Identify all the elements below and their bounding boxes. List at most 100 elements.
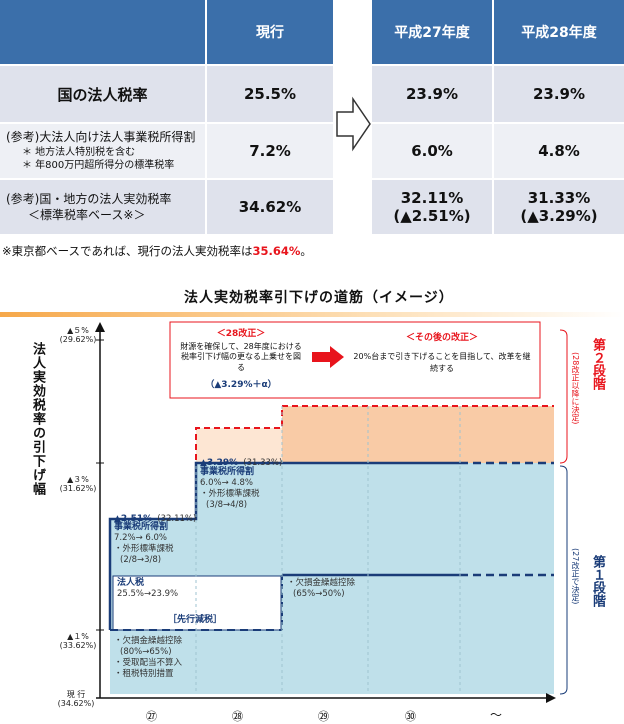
stage1-area — [110, 463, 554, 694]
row-business-tax-current: 7.2% — [207, 124, 335, 180]
row-business-tax-label: (参考)大法人向け法人事業税所得割 — [6, 130, 196, 145]
y-tick-1-text: ▲１% — [67, 632, 89, 641]
hojin-title: 法人税 — [117, 578, 145, 588]
y-tick-1-sub: (33.62%) — [59, 641, 97, 651]
stage1-bracket — [559, 465, 568, 695]
marker-2-51: ▲2.51% (32.11%) — [114, 506, 196, 525]
y-tick-label-5: ▲５% (29.62%) — [56, 326, 100, 344]
row-effective-rate-label: (参考)国・地方の法人実効税率 — [6, 191, 172, 206]
stage2-area — [282, 406, 554, 463]
row-effective-rate-label-cell: (参考)国・地方の法人実効税率 ＜標準税率ベース※＞ — [0, 180, 207, 236]
header-current: 現行 — [207, 0, 335, 66]
row-national-tax-label: 国の法人税率 — [0, 66, 207, 124]
kesson27-line1: ・欠損金繰越控除 — [114, 636, 183, 646]
marker-2-51-text: ▲2.51% — [114, 514, 153, 524]
row-national-tax-h28: 23.9% — [494, 66, 624, 124]
reform-after-body: 20%台まで引き下げることを目指して、改革を継続する — [353, 352, 531, 373]
diagram-title: 法人実効税率引下げの道筋（イメージ） — [184, 290, 454, 306]
reform28-body: 財源を確保して、28年度における税率引下げ幅の更なる上乗せを図る — [180, 342, 302, 372]
stage2-label: 第２段階 — [590, 338, 605, 390]
y-axis-arrow-icon — [95, 322, 105, 332]
hojin-value: 25.5%→23.9% — [117, 589, 179, 600]
y-tick-label-current: 現 行 (34.62%) — [54, 690, 98, 708]
jigyo28-value: 6.0%→ 4.8% — [200, 478, 254, 489]
row-business-tax-note2: ＊ 年800万円超所得分の標準税率 — [22, 160, 175, 172]
marker-3-29-sub: (31.33%) — [243, 458, 283, 468]
footnote-value: 35.64% — [252, 244, 301, 258]
row-effective-rate-h28: 31.33% — [527, 189, 591, 207]
jigyo27-title: 事業税所得割 — [114, 522, 169, 532]
reform-arrow-icon — [312, 346, 344, 368]
marker-3-29: ▲3.29% (31.33%) — [200, 450, 282, 469]
row-business-tax-h28: 4.8% — [494, 124, 624, 180]
kesson27-line2: (80%→65%) — [120, 647, 172, 658]
reform28-amount: （▲3.29%＋α） — [205, 380, 277, 391]
stage1-step-line — [108, 461, 460, 630]
y-tick-label-3: ▲３% (31.62%) — [56, 475, 100, 493]
stage1-label: 第１段階 — [590, 555, 605, 607]
row-effective-rate-current: 34.62% — [207, 180, 335, 236]
diagram-canvas — [95, 321, 568, 703]
right-arrow-icon — [336, 96, 371, 152]
reform-box — [169, 321, 541, 399]
reform-after-block: ＜その後の改正＞ 20%台まで引き下げることを目指して、改革を継続する — [352, 330, 532, 374]
jigyo27-block: 事業税所得割 7.2%→ 6.0% ・外形標準課税 (2/8→3/8) — [114, 522, 174, 566]
x-tick-30: ㉚ — [405, 710, 416, 723]
kesson27-line4: ・租税特別措置 — [114, 669, 174, 680]
y-tick-current-sub: (34.62%) — [57, 699, 95, 709]
y-tick-3-sub: (31.62%) — [59, 484, 97, 494]
corporate-tax-box — [112, 575, 282, 631]
reform28-block: ＜28改正＞ 財源を確保して、28年度における税率引下げ幅の更なる上乗せを図る … — [178, 326, 304, 390]
jigyo28-block: 事業税所得割 6.0%→ 4.8% ・外形標準課税 (3/8→4/8) — [200, 467, 260, 511]
kesson27-block: ・欠損金繰越控除 (80%→65%) ・受取配当不算入 ・租税特別措置 — [114, 636, 182, 680]
footnote-end: 。 — [300, 244, 312, 258]
kesson29-value: (65%→50%) — [293, 589, 345, 600]
y-tick-3-text: ▲３% — [67, 475, 89, 484]
footnote-text: ※東京都ベースであれば、現行の法人実効税率は — [2, 244, 253, 258]
jigyo27-sub2: (2/8→3/8) — [120, 555, 162, 566]
kesson27-line3: ・受取配当不算入 — [114, 658, 183, 669]
x-axis-arrow-icon — [546, 693, 556, 703]
row-national-tax-h27: 23.9% — [372, 66, 494, 124]
y-tick-5-sub: (29.62%) — [59, 335, 97, 345]
reform28-head: ＜28改正＞ — [216, 329, 266, 339]
row-business-tax-label-cell: (参考)大法人向け法人事業税所得割 ＊ 地方法人特別税を含む ＊ 年800万円超… — [0, 124, 207, 180]
row-national-tax-current: 25.5% — [207, 66, 335, 124]
y-axis-title: 法人実効税率の引下げ幅 — [30, 342, 45, 496]
x-tick-27: ㉗ — [146, 710, 157, 723]
row-business-tax-note1: ＊ 地方法人特別税を含む — [22, 146, 136, 158]
y-tick-label-1: ▲１% (33.62%) — [56, 632, 100, 650]
jigyo28-title: 事業税所得割 — [200, 467, 255, 477]
row-effective-rate-h27-cell: 32.11% (▲2.51%) — [372, 180, 494, 236]
row-effective-rate-h28-cell: 31.33% (▲3.29%) — [494, 180, 624, 236]
footnote: ※東京都ベースであれば、現行の法人実効税率は35.64%。 — [2, 243, 312, 259]
x-tick-28: ㉘ — [232, 710, 243, 723]
y-tick-current-text: 現 行 — [66, 690, 86, 699]
table-header-empty — [0, 0, 207, 66]
row-effective-rate-h28-diff: (▲3.29%) — [520, 207, 598, 225]
row-effective-rate-h27-diff: (▲2.51%) — [393, 207, 471, 225]
marker-3-29-text: ▲3.29% — [200, 458, 239, 468]
row-effective-rate-h27: 32.11% — [400, 189, 464, 207]
x-tick-later: ～ — [490, 708, 503, 722]
jigyo27-sub: ・外形標準課税 — [114, 544, 174, 555]
jigyo27-value: 7.2%→ 6.0% — [114, 533, 168, 544]
jigyo28-sub: ・外形標準課税 — [200, 489, 260, 500]
reform-after-head: ＜その後の改正＞ — [405, 333, 478, 343]
stage2-dashed-line — [195, 405, 554, 460]
header-h27: 平成27年度 — [372, 0, 494, 66]
jigyo28-sub2: (3/8→4/8) — [206, 500, 248, 511]
stage1-note: (27改正で決定) — [571, 548, 580, 605]
hojin-block: 法人税 25.5%→23.9% — [117, 578, 178, 600]
stage2-area-left — [196, 428, 282, 463]
stage2-note: (28改正以降に決定) — [571, 352, 580, 425]
kesson29-block: ・欠損金繰越控除 (65%→50%) — [287, 578, 355, 600]
title-underline — [0, 312, 624, 317]
header-h28: 平成28年度 — [494, 0, 624, 66]
sengen-label: ［先行減税］ — [168, 615, 223, 625]
y-tick-5-text: ▲５% — [67, 326, 89, 335]
stage2-bracket — [559, 329, 568, 464]
row-business-tax-h27: 6.0% — [372, 124, 494, 180]
kesson29-title: ・欠損金繰越控除 — [287, 578, 356, 588]
marker-2-51-sub: (32.11%) — [157, 514, 197, 524]
